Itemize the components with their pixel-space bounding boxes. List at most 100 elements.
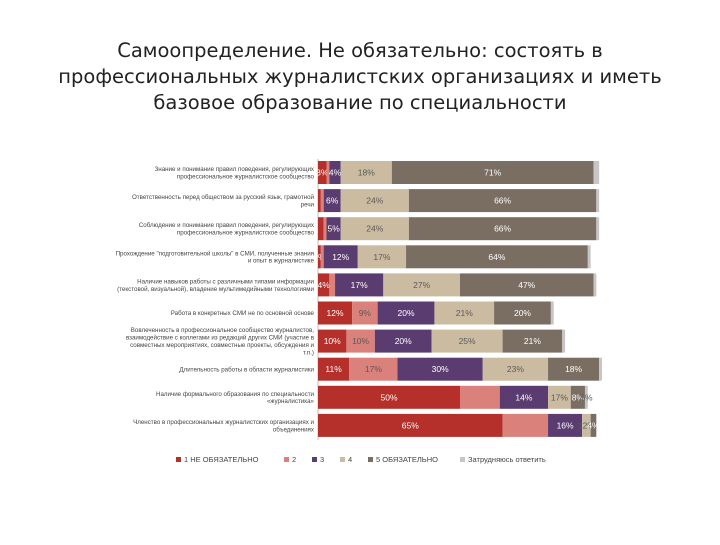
data-label: 25% — [459, 336, 476, 346]
bar-segment — [494, 301, 551, 325]
bar-segment — [357, 245, 407, 269]
data-label: 4% — [587, 420, 600, 430]
data-label: 17% — [551, 392, 568, 402]
data-label: 4% — [329, 168, 342, 178]
data-label: 12% — [332, 252, 349, 262]
bar-segment — [499, 385, 549, 409]
bar-segment — [318, 273, 330, 297]
data-label: 6% — [326, 196, 339, 206]
bar-segment — [329, 273, 336, 297]
bar-segment — [349, 357, 398, 381]
bar-segment — [562, 329, 566, 353]
data-label: 8% — [572, 392, 585, 402]
data-label: 11% — [325, 364, 342, 374]
legend-swatch — [176, 457, 181, 462]
category-label: Наличие навыков работы с различными типа… — [117, 278, 314, 292]
bar-segment — [550, 301, 554, 325]
legend-swatch — [340, 457, 345, 462]
data-label: 3% — [316, 168, 329, 178]
bar-segment — [318, 161, 327, 184]
data-label: 66% — [494, 196, 511, 206]
data-label: 1% — [313, 252, 326, 262]
legend-swatch — [284, 457, 289, 462]
bar-segment — [323, 189, 341, 213]
bar-segment — [320, 245, 324, 269]
data-label: 12% — [578, 420, 595, 430]
bar-segment — [397, 357, 483, 381]
data-label: 27% — [413, 280, 430, 290]
bar-segment — [340, 189, 409, 213]
bar-segment — [482, 357, 549, 381]
legend-label: 1 НЕ ОБЯЗАТЕЛЬНО — [184, 455, 259, 464]
bar-segment — [318, 357, 350, 381]
bar-segment — [434, 301, 495, 325]
data-label: 14% — [515, 392, 532, 402]
data-label: 4% — [318, 280, 331, 290]
bar-segment — [548, 357, 600, 381]
bar-segment — [335, 273, 384, 297]
data-label: 17% — [373, 252, 390, 262]
legend-label: 2 — [292, 455, 296, 464]
category-label: Ответственность перед обществом за русск… — [132, 194, 315, 208]
category-label: Длительность работы в области журналисти… — [179, 366, 314, 373]
bar-segment — [587, 245, 591, 269]
legend-swatch — [312, 457, 317, 462]
category-label: Знание и понимание правил поведения, рег… — [155, 166, 315, 180]
bar-segment — [596, 217, 600, 241]
bar-segment — [593, 161, 600, 184]
bar-segment — [318, 385, 460, 409]
data-label: 23% — [507, 364, 524, 374]
data-label: 24% — [366, 196, 383, 206]
data-label: 20% — [398, 308, 415, 318]
bar-segment — [582, 413, 591, 437]
data-label: 24% — [366, 224, 383, 234]
data-label: 64% — [488, 252, 505, 262]
bar-segment — [431, 329, 503, 353]
data-label: 71% — [484, 168, 501, 178]
bar-segment — [548, 413, 583, 437]
bar-segment — [548, 385, 571, 409]
bar-segment — [408, 189, 597, 213]
bar-segment — [318, 301, 353, 325]
data-label: 12% — [327, 308, 344, 318]
bar-segment — [323, 217, 327, 241]
data-label: 50% — [380, 392, 397, 402]
data-label: 10% — [352, 336, 369, 346]
legend-label: 5 ОБЯЗАТЕЛЬНО — [376, 455, 438, 464]
bar-segment — [377, 301, 435, 325]
bar-segment — [502, 413, 549, 437]
bar-segment — [391, 161, 594, 184]
bar-segment — [318, 329, 347, 353]
bar-segment — [406, 245, 588, 269]
bar-segment — [346, 329, 375, 353]
category-label: Наличие формального образования по специ… — [156, 391, 315, 405]
bar-segment — [460, 385, 500, 409]
bar-segment — [593, 273, 597, 297]
data-label: 18% — [565, 364, 582, 374]
bar-segment — [320, 189, 324, 213]
bar-segment — [340, 217, 409, 241]
data-label: 65% — [402, 420, 419, 430]
data-label: 30% — [432, 364, 449, 374]
bar-segment — [318, 217, 324, 241]
category-label: Вовлеченность в профессиональное сообщес… — [126, 327, 315, 356]
bar-segment — [584, 385, 588, 409]
data-label: 21% — [524, 336, 541, 346]
data-label: 20% — [395, 336, 412, 346]
bar-segment — [596, 189, 600, 213]
category-label: Прохождение "подготовительной школы" в С… — [116, 250, 315, 264]
data-label: 5% — [580, 392, 593, 402]
bar-segment — [383, 273, 460, 297]
category-label: Соблюдение и понимание правил поведения,… — [139, 222, 315, 236]
data-label: 21% — [456, 308, 473, 318]
data-label: 17% — [351, 280, 368, 290]
legend-label: 3 — [320, 455, 324, 464]
bar-segment — [323, 245, 358, 269]
bar-segment — [352, 301, 378, 325]
data-label: 20% — [514, 308, 531, 318]
data-label: 17% — [365, 364, 382, 374]
slide-title: Самоопределение. Не обязательно: состоят… — [58, 39, 662, 114]
legend-label: 4 — [348, 455, 352, 464]
data-label: 16% — [557, 420, 574, 430]
